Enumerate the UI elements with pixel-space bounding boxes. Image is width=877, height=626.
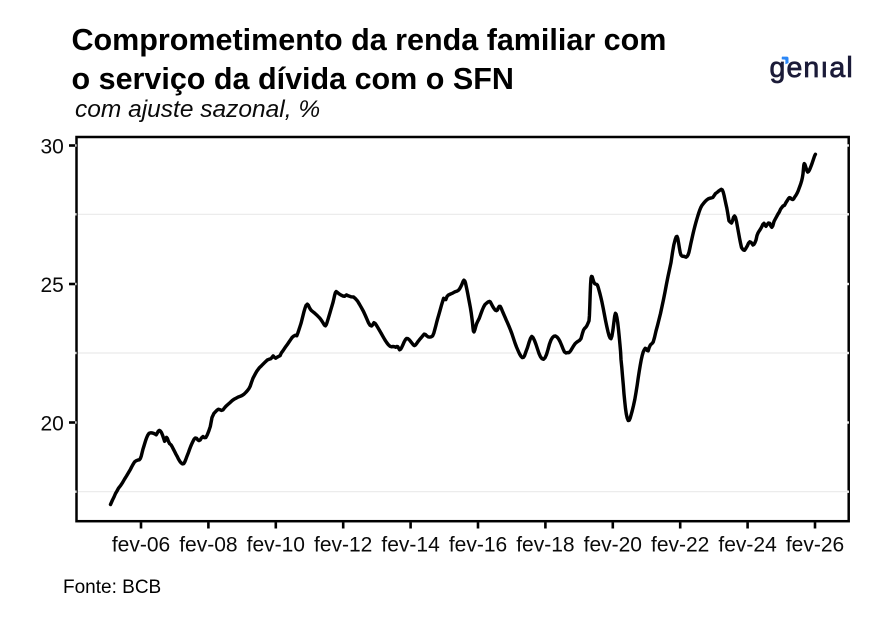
svg-text:fev-14: fev-14 xyxy=(381,533,440,556)
svg-text:fev-24: fev-24 xyxy=(718,533,777,556)
svg-text:fev-12: fev-12 xyxy=(314,533,372,556)
svg-text:fev-18: fev-18 xyxy=(516,533,574,556)
svg-text:fev-22: fev-22 xyxy=(651,533,709,556)
svg-text:20: 20 xyxy=(40,412,63,435)
svg-text:fev-20: fev-20 xyxy=(584,533,642,556)
svg-text:fev-10: fev-10 xyxy=(247,533,305,556)
svg-text:30: 30 xyxy=(40,135,63,158)
svg-text:fev-08: fev-08 xyxy=(179,533,237,556)
svg-text:fev-06: fev-06 xyxy=(112,533,170,556)
svg-text:25: 25 xyxy=(40,274,63,297)
svg-text:fev-26: fev-26 xyxy=(786,533,844,556)
svg-text:fev-16: fev-16 xyxy=(449,533,507,556)
